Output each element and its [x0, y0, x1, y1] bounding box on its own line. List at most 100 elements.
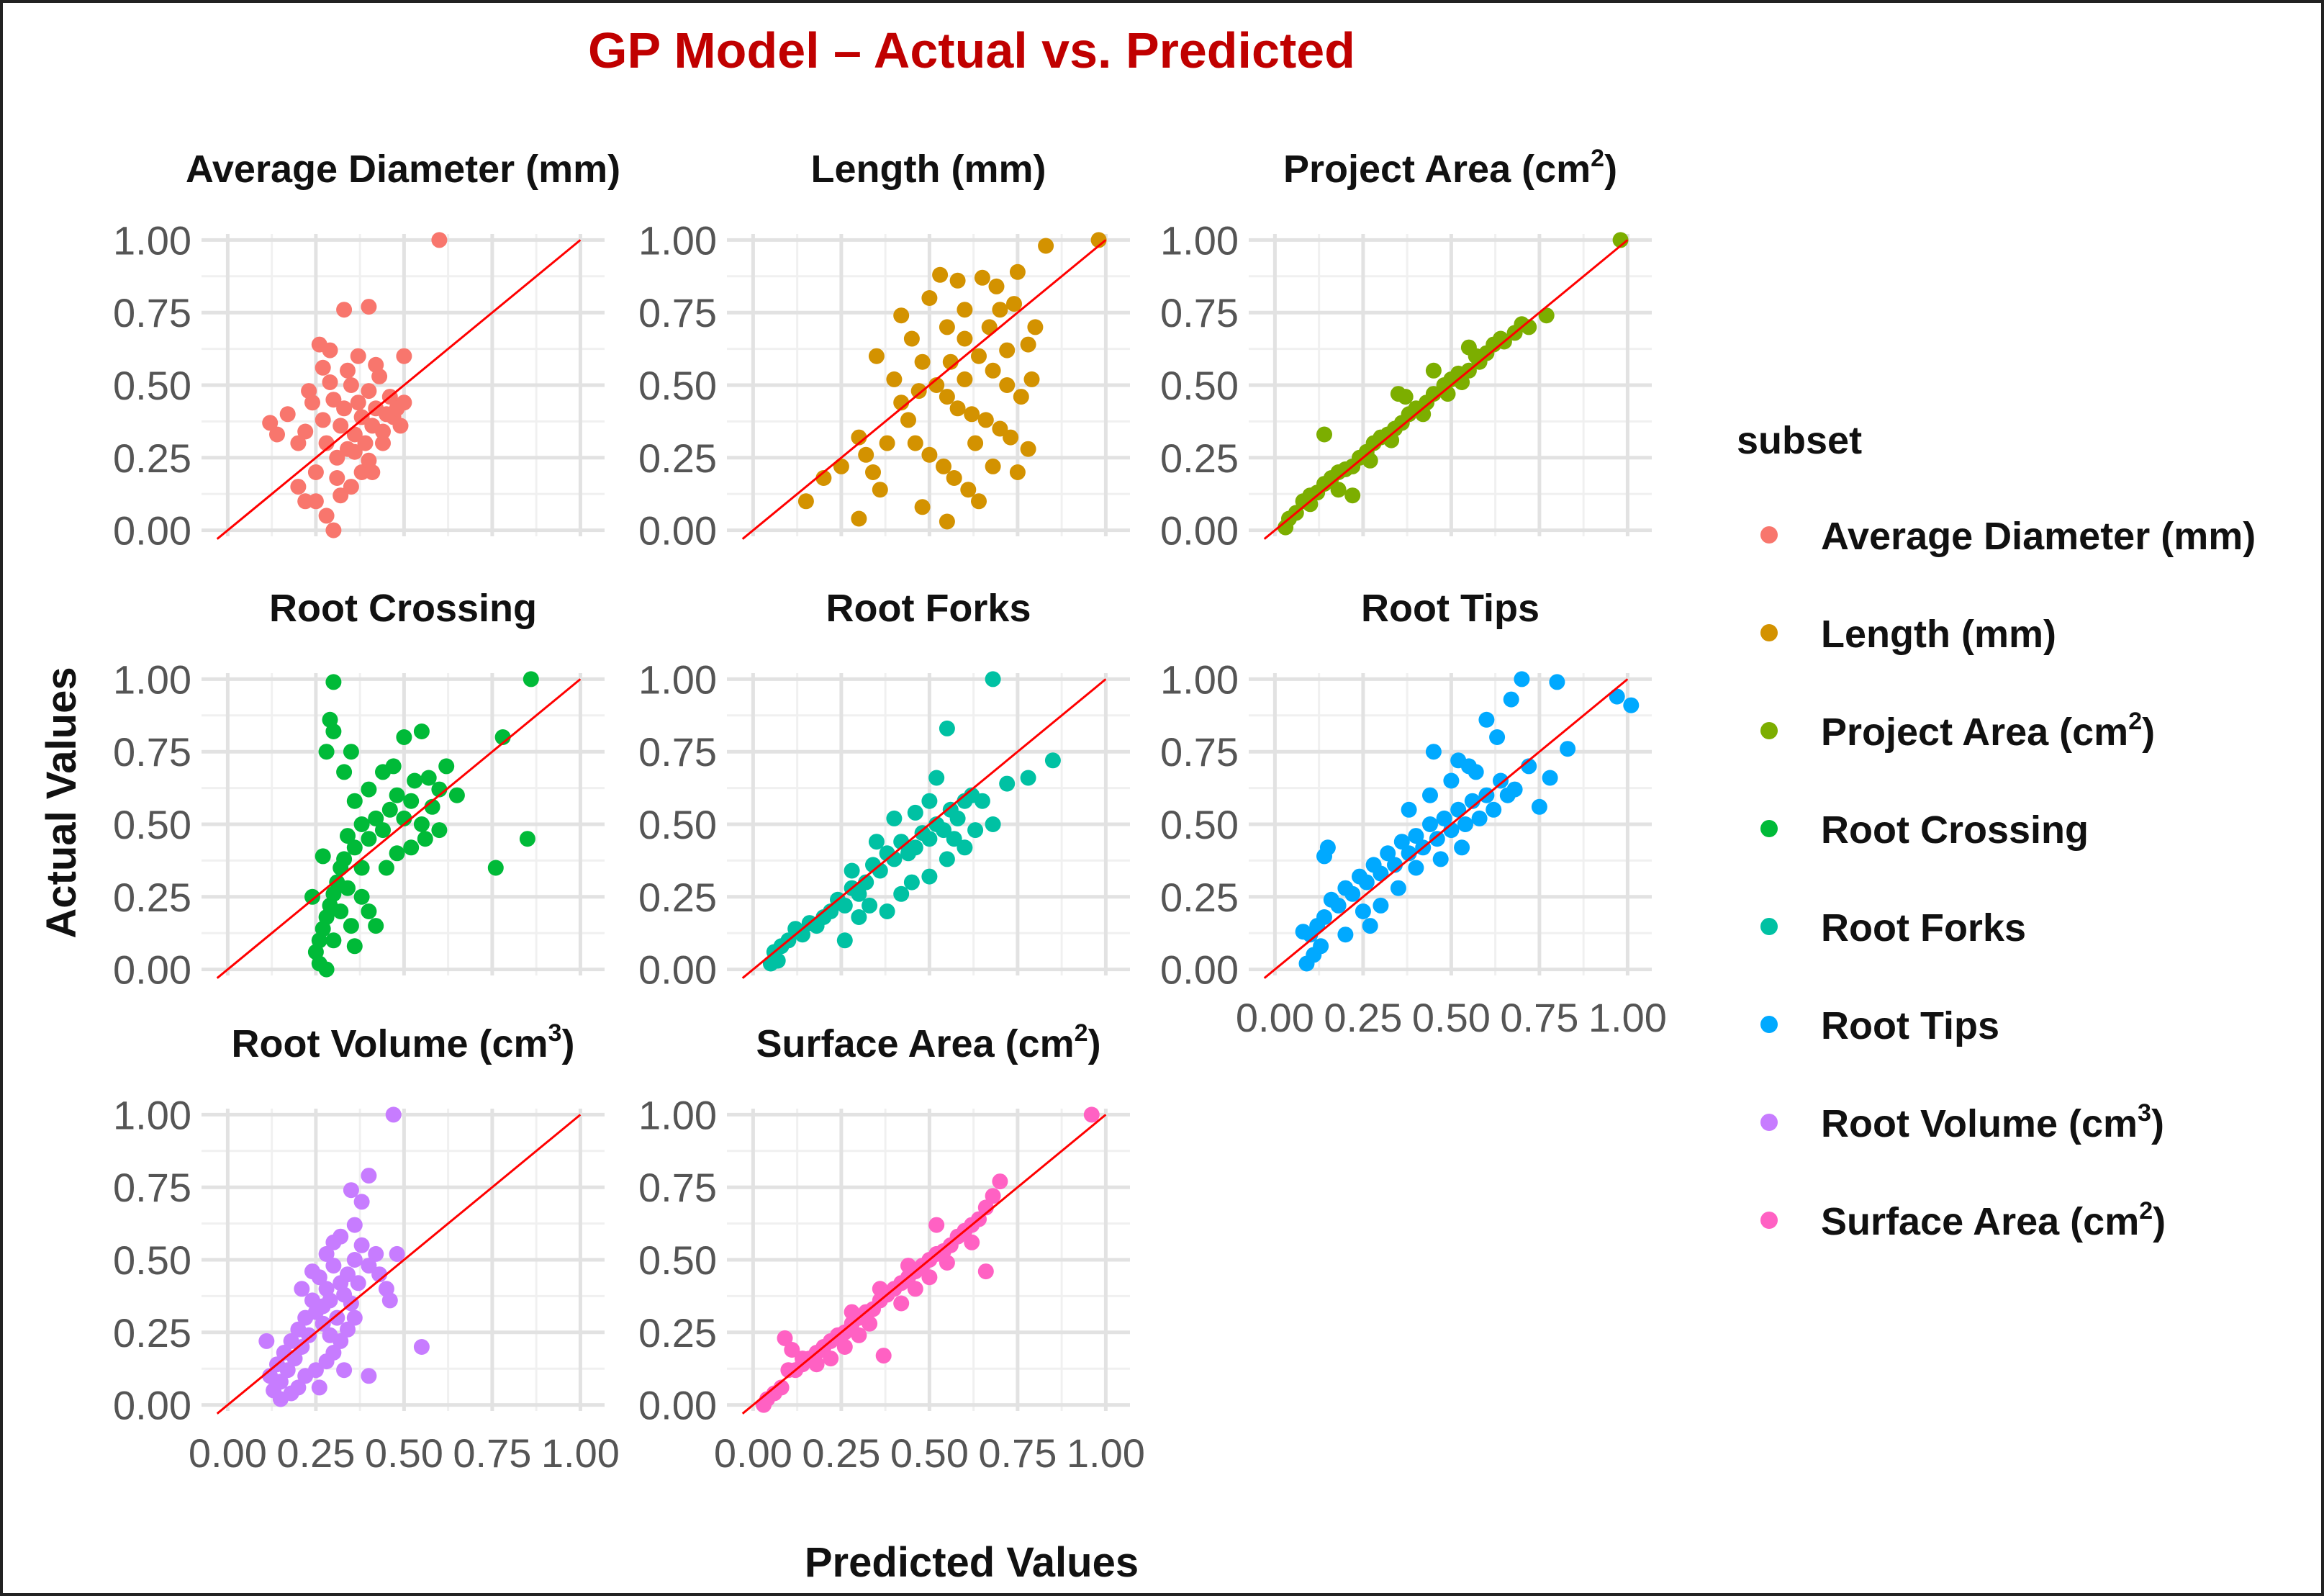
data-point [1295, 924, 1311, 940]
data-point [957, 371, 973, 387]
legend-label: Root Volume (cm3) [1821, 1099, 2164, 1145]
panel-title: Root Forks [826, 587, 1031, 630]
data-point [353, 860, 370, 876]
legend-label: Root Tips [1821, 1004, 1999, 1047]
legend-item-root-forks: Root Forks [1760, 906, 2026, 950]
data-point [294, 1281, 310, 1297]
x-tick-label: 0.25 [276, 1430, 355, 1476]
data-point [1471, 810, 1488, 826]
data-point [1623, 697, 1640, 713]
data-point [1486, 801, 1502, 818]
data-point [346, 938, 363, 955]
data-point [361, 903, 377, 919]
data-point [1009, 263, 1026, 280]
data-point [977, 412, 994, 428]
y-tick-label: 1.00 [113, 657, 191, 702]
data-point [346, 793, 363, 809]
y-tick-label: 0.50 [113, 363, 191, 408]
data-point [389, 1245, 405, 1262]
data-point [325, 1345, 342, 1361]
data-point [368, 1245, 384, 1262]
data-point [322, 342, 338, 359]
panel-title: Project Area (cm2) [1283, 145, 1617, 191]
y-tick-label: 0.00 [638, 508, 717, 554]
data-point [1538, 307, 1555, 324]
legend-label: Root Crossing [1821, 808, 2089, 852]
data-point [297, 1309, 314, 1326]
data-point [879, 435, 895, 451]
data-point [1503, 691, 1519, 708]
data-point [318, 961, 335, 978]
data-point [1454, 839, 1470, 856]
y-tick-label: 0.50 [1160, 802, 1239, 847]
data-point [290, 1379, 307, 1396]
data-point [333, 418, 349, 434]
data-point [932, 266, 949, 283]
panel-average-diameter-mm: 0.00 0.25 0.50 0.75 1.00 Average Diameter (mm… [113, 148, 620, 554]
data-point [1450, 801, 1467, 818]
y-tick-label: 0.75 [638, 729, 717, 775]
x-tick-label: 0.00 [714, 1430, 792, 1476]
data-point [967, 822, 984, 839]
data-point [258, 1333, 275, 1349]
legend-item-length-mm: Length (mm) [1760, 613, 2056, 656]
data-point [381, 801, 398, 818]
data-point [325, 522, 342, 538]
data-point [967, 435, 984, 451]
data-point [1020, 441, 1036, 457]
data-point [893, 307, 910, 324]
data-point [1362, 452, 1378, 469]
data-point [350, 348, 366, 364]
data-point [336, 764, 353, 780]
data-point [407, 772, 423, 789]
data-point [900, 412, 916, 428]
legend-key [1760, 624, 1778, 641]
data-point [928, 377, 945, 393]
data-point [914, 353, 931, 370]
data-point [364, 464, 381, 480]
panel-root-crossing: 0.00 0.25 0.50 0.75 1.00 Root Crossing [113, 587, 605, 993]
data-point [325, 1258, 342, 1274]
x-tick-label: 0.50 [1412, 995, 1491, 1040]
data-point [343, 918, 359, 934]
y-tick-label: 0.00 [638, 1383, 717, 1428]
data-point [333, 1275, 349, 1291]
data-point [851, 909, 867, 925]
data-point [787, 921, 804, 937]
data-point [318, 508, 335, 524]
data-point [949, 272, 966, 289]
data-point [992, 302, 1008, 318]
data-point [315, 412, 331, 428]
data-point [413, 816, 430, 832]
data-point [893, 834, 910, 850]
data-point [361, 383, 377, 400]
data-point [999, 342, 1016, 359]
data-point [784, 1342, 800, 1358]
data-point [928, 1217, 945, 1233]
panel-title: Root Tips [1361, 587, 1539, 630]
data-point [1493, 330, 1509, 347]
legend-label: Project Area (cm2) [1821, 708, 2155, 754]
data-point [340, 828, 356, 844]
data-point [957, 793, 973, 809]
data-point [353, 816, 370, 832]
data-point [420, 770, 437, 786]
data-point [1373, 897, 1389, 914]
y-tick-label: 1.00 [638, 217, 717, 263]
y-tick-label: 0.00 [113, 508, 191, 554]
data-point [939, 319, 955, 335]
data-point [946, 470, 962, 486]
reference-line [1263, 239, 1629, 540]
legend-label: Length (mm) [1821, 613, 2056, 656]
legend-label-close: ) [2151, 1102, 2164, 1145]
data-point [942, 801, 959, 818]
data-point [1365, 857, 1382, 873]
data-point [346, 1309, 363, 1326]
data-point [1352, 868, 1367, 885]
data-point [279, 406, 296, 423]
data-point [1439, 386, 1456, 402]
data-point [315, 1315, 331, 1332]
data-point [322, 1327, 338, 1343]
data-point [903, 874, 920, 891]
